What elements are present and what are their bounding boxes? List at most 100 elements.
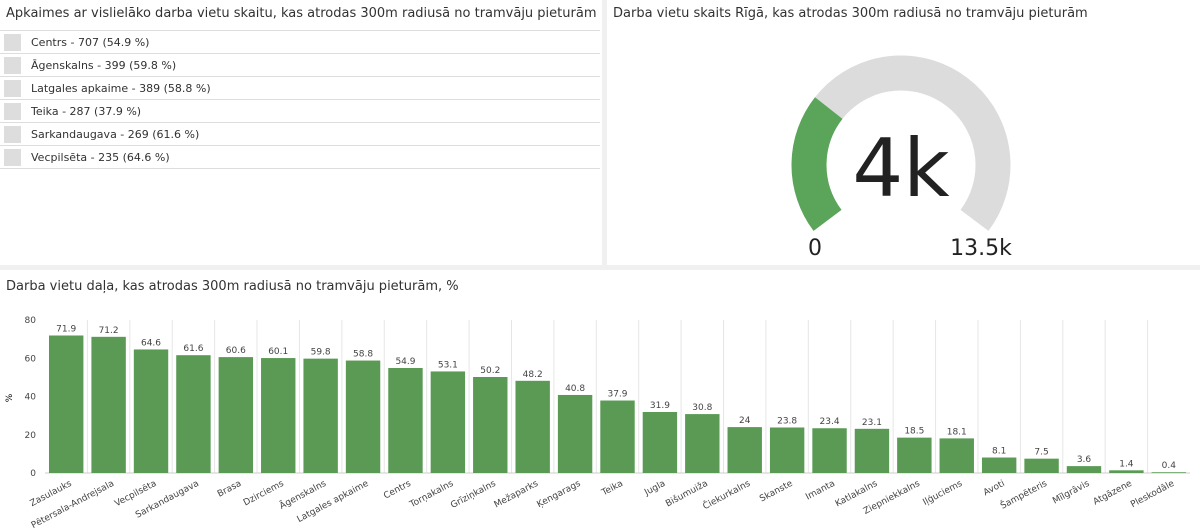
gauge: 4k 0 13.5k [791, 55, 1012, 261]
list-title: Apkaimes ar vislielāko darba vietu skait… [6, 6, 597, 21]
list-item[interactable]: Sarkandaugava - 269 (61.6 %) [0, 123, 600, 146]
list-item[interactable]: Latgales apkaime - 389 (58.8 %) [0, 77, 600, 100]
bar [388, 368, 423, 473]
color-swatch [4, 79, 21, 97]
data-label: 48.2 [523, 370, 543, 380]
top-neighborhoods-panel: Apkaimes ar vislielāko darba vietu skait… [0, 0, 602, 265]
data-label: 31.9 [650, 401, 670, 411]
x-tick-label: Atgāzene [1092, 479, 1134, 508]
bar [1024, 458, 1059, 473]
data-label: 60.6 [226, 346, 246, 356]
data-label: 30.8 [692, 403, 712, 413]
color-swatch [4, 33, 21, 51]
bar [473, 376, 508, 473]
list-item-label: Sarkandaugava - 269 (61.6 %) [31, 127, 200, 141]
x-tick-label: Pleskodāle [1129, 479, 1176, 510]
list-item[interactable]: Āgenskalns - 399 (59.8 %) [0, 54, 600, 77]
bar [812, 428, 847, 473]
x-tick-label: Mīlgrāvis [1051, 479, 1091, 507]
bar [600, 400, 635, 473]
data-label: 60.1 [268, 347, 288, 357]
data-label: 23.8 [777, 416, 797, 426]
list-item-label: Centrs - 707 (54.9 %) [31, 35, 150, 49]
bar [685, 414, 720, 473]
bar [261, 358, 296, 473]
bar [1151, 472, 1186, 474]
bar [939, 438, 974, 473]
data-label: 71.2 [99, 326, 119, 336]
x-tick-label: Teika [599, 479, 625, 499]
bar [176, 355, 211, 473]
color-swatch [4, 125, 21, 143]
bar [345, 360, 381, 473]
list-item[interactable]: Teika - 287 (37.9 %) [0, 100, 600, 123]
bar [642, 411, 678, 473]
color-swatch [4, 148, 21, 166]
x-tick-label: Mežaparks [493, 479, 541, 511]
x-tick-label: Šampēteris [998, 477, 1049, 512]
list-item-label: Vecpilsēta - 235 (64.6 %) [31, 150, 170, 164]
list-item-label: Āgenskalns - 399 (59.8 %) [31, 58, 177, 72]
data-label: 1.4 [1119, 459, 1134, 469]
data-label: 61.6 [183, 344, 203, 354]
y-tick-label: 40 [25, 393, 37, 403]
data-label: 8.1 [992, 447, 1006, 457]
gauge-title: Darba vietu skaits Rīgā, kas atrodas 300… [613, 6, 1088, 21]
data-label: 37.9 [607, 390, 627, 400]
y-tick-label: 20 [25, 431, 37, 441]
color-swatch [4, 102, 21, 120]
x-tick-label: Skanste [758, 479, 795, 505]
data-label: 64.6 [141, 338, 161, 348]
data-label: 23.1 [862, 418, 882, 428]
x-tick-label: Čiekurkalns [700, 477, 752, 512]
bar [1109, 470, 1144, 473]
data-label: 40.8 [565, 384, 585, 394]
data-label: 50.2 [480, 366, 500, 376]
data-label: 3.6 [1077, 455, 1092, 465]
bar [133, 349, 169, 473]
data-label: 24 [739, 416, 751, 426]
x-tick-label: Latgales apkaime [296, 479, 371, 525]
bar [218, 357, 254, 473]
list-item-label: Teika - 287 (37.9 %) [31, 104, 142, 118]
bar [430, 371, 466, 473]
bar [49, 335, 84, 473]
bar [515, 380, 550, 473]
bar [557, 394, 593, 473]
y-axis-label: % [5, 393, 15, 402]
bar-chart-panel: Darba vietu daļa, kas atrodas 300m radiu… [0, 270, 1200, 528]
data-label: 59.8 [311, 348, 331, 358]
bar [769, 427, 805, 473]
gauge-value: 4k [852, 122, 950, 215]
chart-title: Darba vietu daļa, kas atrodas 300m radiu… [6, 279, 459, 294]
x-tick-label: Grīziņkalns [449, 479, 498, 511]
bar [854, 428, 890, 473]
gauge-min: 0 [808, 236, 822, 261]
neighborhood-list: Centrs - 707 (54.9 %) Āgenskalns - 399 (5… [0, 30, 600, 169]
bar [727, 427, 762, 473]
list-item[interactable]: Vecpilsēta - 235 (64.6 %) [0, 146, 600, 169]
list-item[interactable]: Centrs - 707 (54.9 %) [0, 31, 600, 54]
data-label: 58.8 [353, 350, 373, 360]
data-label: 0.4 [1162, 461, 1177, 471]
bar [303, 358, 338, 473]
y-tick-label: 60 [25, 354, 37, 364]
x-tick-label: Brasa [216, 479, 243, 500]
x-tick-label: Centrs [382, 479, 413, 502]
y-tick-label: 0 [30, 469, 36, 479]
data-label: 7.5 [1034, 448, 1048, 458]
list-item-label: Latgales apkaime - 389 (58.8 %) [31, 81, 211, 95]
gauge-max: 13.5k [950, 236, 1012, 261]
bar [1066, 466, 1102, 473]
x-tick-label: Torņakalns [407, 479, 455, 511]
x-tick-label: Imanta [804, 479, 837, 503]
bar-chart: % 02040608071.9Zasulauks71.2Pētersala-An… [5, 316, 1190, 528]
x-tick-label: Avoti [982, 479, 1007, 498]
x-tick-label: Jugla [642, 479, 667, 499]
data-label: 18.5 [904, 427, 924, 437]
data-label: 54.9 [395, 357, 415, 367]
bar [981, 457, 1017, 473]
data-label: 18.1 [947, 427, 967, 437]
data-label: 53.1 [438, 360, 458, 370]
color-swatch [4, 56, 21, 74]
